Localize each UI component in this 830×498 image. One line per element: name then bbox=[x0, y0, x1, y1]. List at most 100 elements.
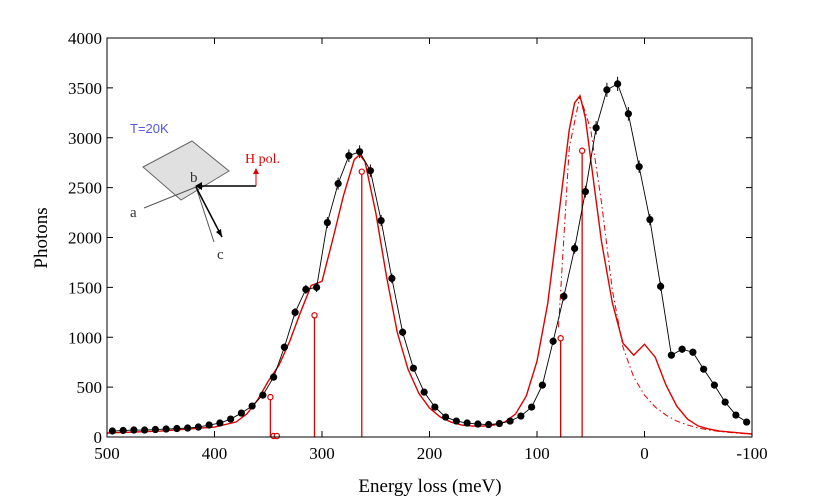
ticks-layer: 500 400 300 200 100 0 -10005001000150020002500… bbox=[68, 29, 768, 463]
data-point bbox=[130, 426, 138, 434]
data-point bbox=[495, 419, 503, 428]
axis-c-line bbox=[195, 186, 215, 243]
data-point bbox=[108, 427, 116, 435]
data-point bbox=[624, 110, 632, 118]
peak-marker bbox=[358, 168, 365, 175]
data-point bbox=[700, 365, 708, 373]
data-point bbox=[474, 420, 482, 428]
data-point bbox=[270, 373, 278, 381]
peak-stems-layer bbox=[267, 147, 586, 440]
data-point bbox=[614, 80, 622, 88]
data-point bbox=[732, 411, 740, 419]
data-point bbox=[506, 417, 514, 425]
data-point bbox=[710, 381, 718, 389]
elastic-subtracted-fit-curve bbox=[558, 93, 753, 435]
axes-layer bbox=[106, 37, 753, 438]
data-point bbox=[119, 426, 127, 435]
data-guide-line bbox=[112, 83, 747, 432]
data-point bbox=[227, 415, 235, 423]
data-point bbox=[237, 409, 245, 417]
data-point bbox=[657, 282, 665, 290]
data-point bbox=[485, 420, 493, 429]
data-point bbox=[334, 180, 342, 188]
y-tick-label: 1500 bbox=[68, 278, 102, 297]
peak-marker bbox=[273, 432, 281, 440]
data-point bbox=[452, 417, 460, 425]
data-point bbox=[560, 292, 568, 300]
x-tick-label: 500 bbox=[94, 444, 120, 463]
data-point bbox=[388, 274, 396, 282]
x-tick-label: 100 bbox=[524, 444, 550, 463]
data-point bbox=[194, 423, 202, 431]
peak-marker bbox=[557, 335, 564, 342]
axis-b-label: b bbox=[190, 170, 198, 186]
data-point bbox=[345, 152, 353, 160]
data-point bbox=[571, 244, 579, 253]
data-point bbox=[356, 148, 364, 156]
y-tick-label: 500 bbox=[77, 378, 103, 397]
data-point bbox=[667, 351, 675, 359]
y-tick-label: 0 bbox=[94, 428, 103, 447]
data-point bbox=[259, 391, 267, 399]
axis-a-line bbox=[143, 186, 197, 209]
data-point bbox=[205, 421, 213, 429]
y-tick-label: 1000 bbox=[68, 328, 102, 347]
data-point bbox=[280, 343, 288, 351]
crystal-geometry-inset: T=20K a b c H pol. bbox=[130, 121, 280, 263]
peak-marker bbox=[267, 393, 274, 401]
plot-frame bbox=[106, 37, 753, 438]
data-point bbox=[646, 215, 654, 224]
data-point bbox=[678, 345, 686, 353]
temperature-label: T=20K bbox=[130, 121, 169, 136]
x-tick-label: 300 bbox=[309, 444, 335, 463]
data-point bbox=[689, 348, 697, 356]
fit-curve bbox=[106, 94, 753, 435]
data-point bbox=[549, 337, 557, 345]
y-tick-label: 4000 bbox=[68, 29, 102, 48]
data-point bbox=[216, 419, 224, 427]
y-tick-label: 2500 bbox=[68, 179, 102, 198]
data-point bbox=[377, 216, 385, 225]
scattered-beam-arrowhead bbox=[216, 229, 222, 237]
x-tick-label: 200 bbox=[417, 444, 443, 463]
peak-marker bbox=[578, 147, 586, 154]
x-tick-label: 400 bbox=[202, 444, 228, 463]
data-points-layer bbox=[108, 76, 751, 435]
y-tick-label: 3500 bbox=[68, 79, 102, 98]
data-point bbox=[399, 328, 407, 336]
data-point bbox=[313, 283, 321, 291]
data-point bbox=[173, 424, 181, 433]
data-point bbox=[366, 167, 374, 175]
data-point bbox=[581, 188, 589, 196]
polarization-arrowhead bbox=[253, 168, 259, 174]
data-point bbox=[184, 424, 192, 432]
data-point bbox=[323, 218, 331, 227]
sample-block bbox=[142, 140, 230, 201]
data-point bbox=[592, 124, 600, 132]
x-axis-label: Energy loss (meV) bbox=[358, 476, 501, 497]
data-point bbox=[162, 425, 170, 433]
peak-marker bbox=[311, 312, 318, 319]
data-point bbox=[141, 426, 149, 434]
data-point bbox=[442, 413, 450, 421]
data-point bbox=[721, 398, 729, 406]
axis-c-label: c bbox=[217, 247, 224, 263]
x-tick-label: -100 bbox=[736, 444, 767, 463]
data-point bbox=[420, 388, 428, 396]
data-point bbox=[528, 403, 536, 411]
y-tick-label: 2000 bbox=[68, 229, 102, 248]
data-point bbox=[151, 425, 159, 434]
axis-a-label: a bbox=[130, 205, 137, 221]
data-point bbox=[603, 86, 611, 94]
x-tick-label: 0 bbox=[640, 444, 649, 463]
polarization-label: H pol. bbox=[245, 152, 280, 167]
data-point bbox=[538, 381, 546, 389]
data-point bbox=[302, 285, 310, 293]
fit-curves-layer bbox=[106, 83, 753, 435]
data-point bbox=[463, 419, 471, 427]
data-point bbox=[517, 412, 525, 420]
data-point bbox=[248, 402, 256, 410]
y-tick-label: 3000 bbox=[68, 129, 102, 148]
data-point bbox=[291, 308, 299, 316]
